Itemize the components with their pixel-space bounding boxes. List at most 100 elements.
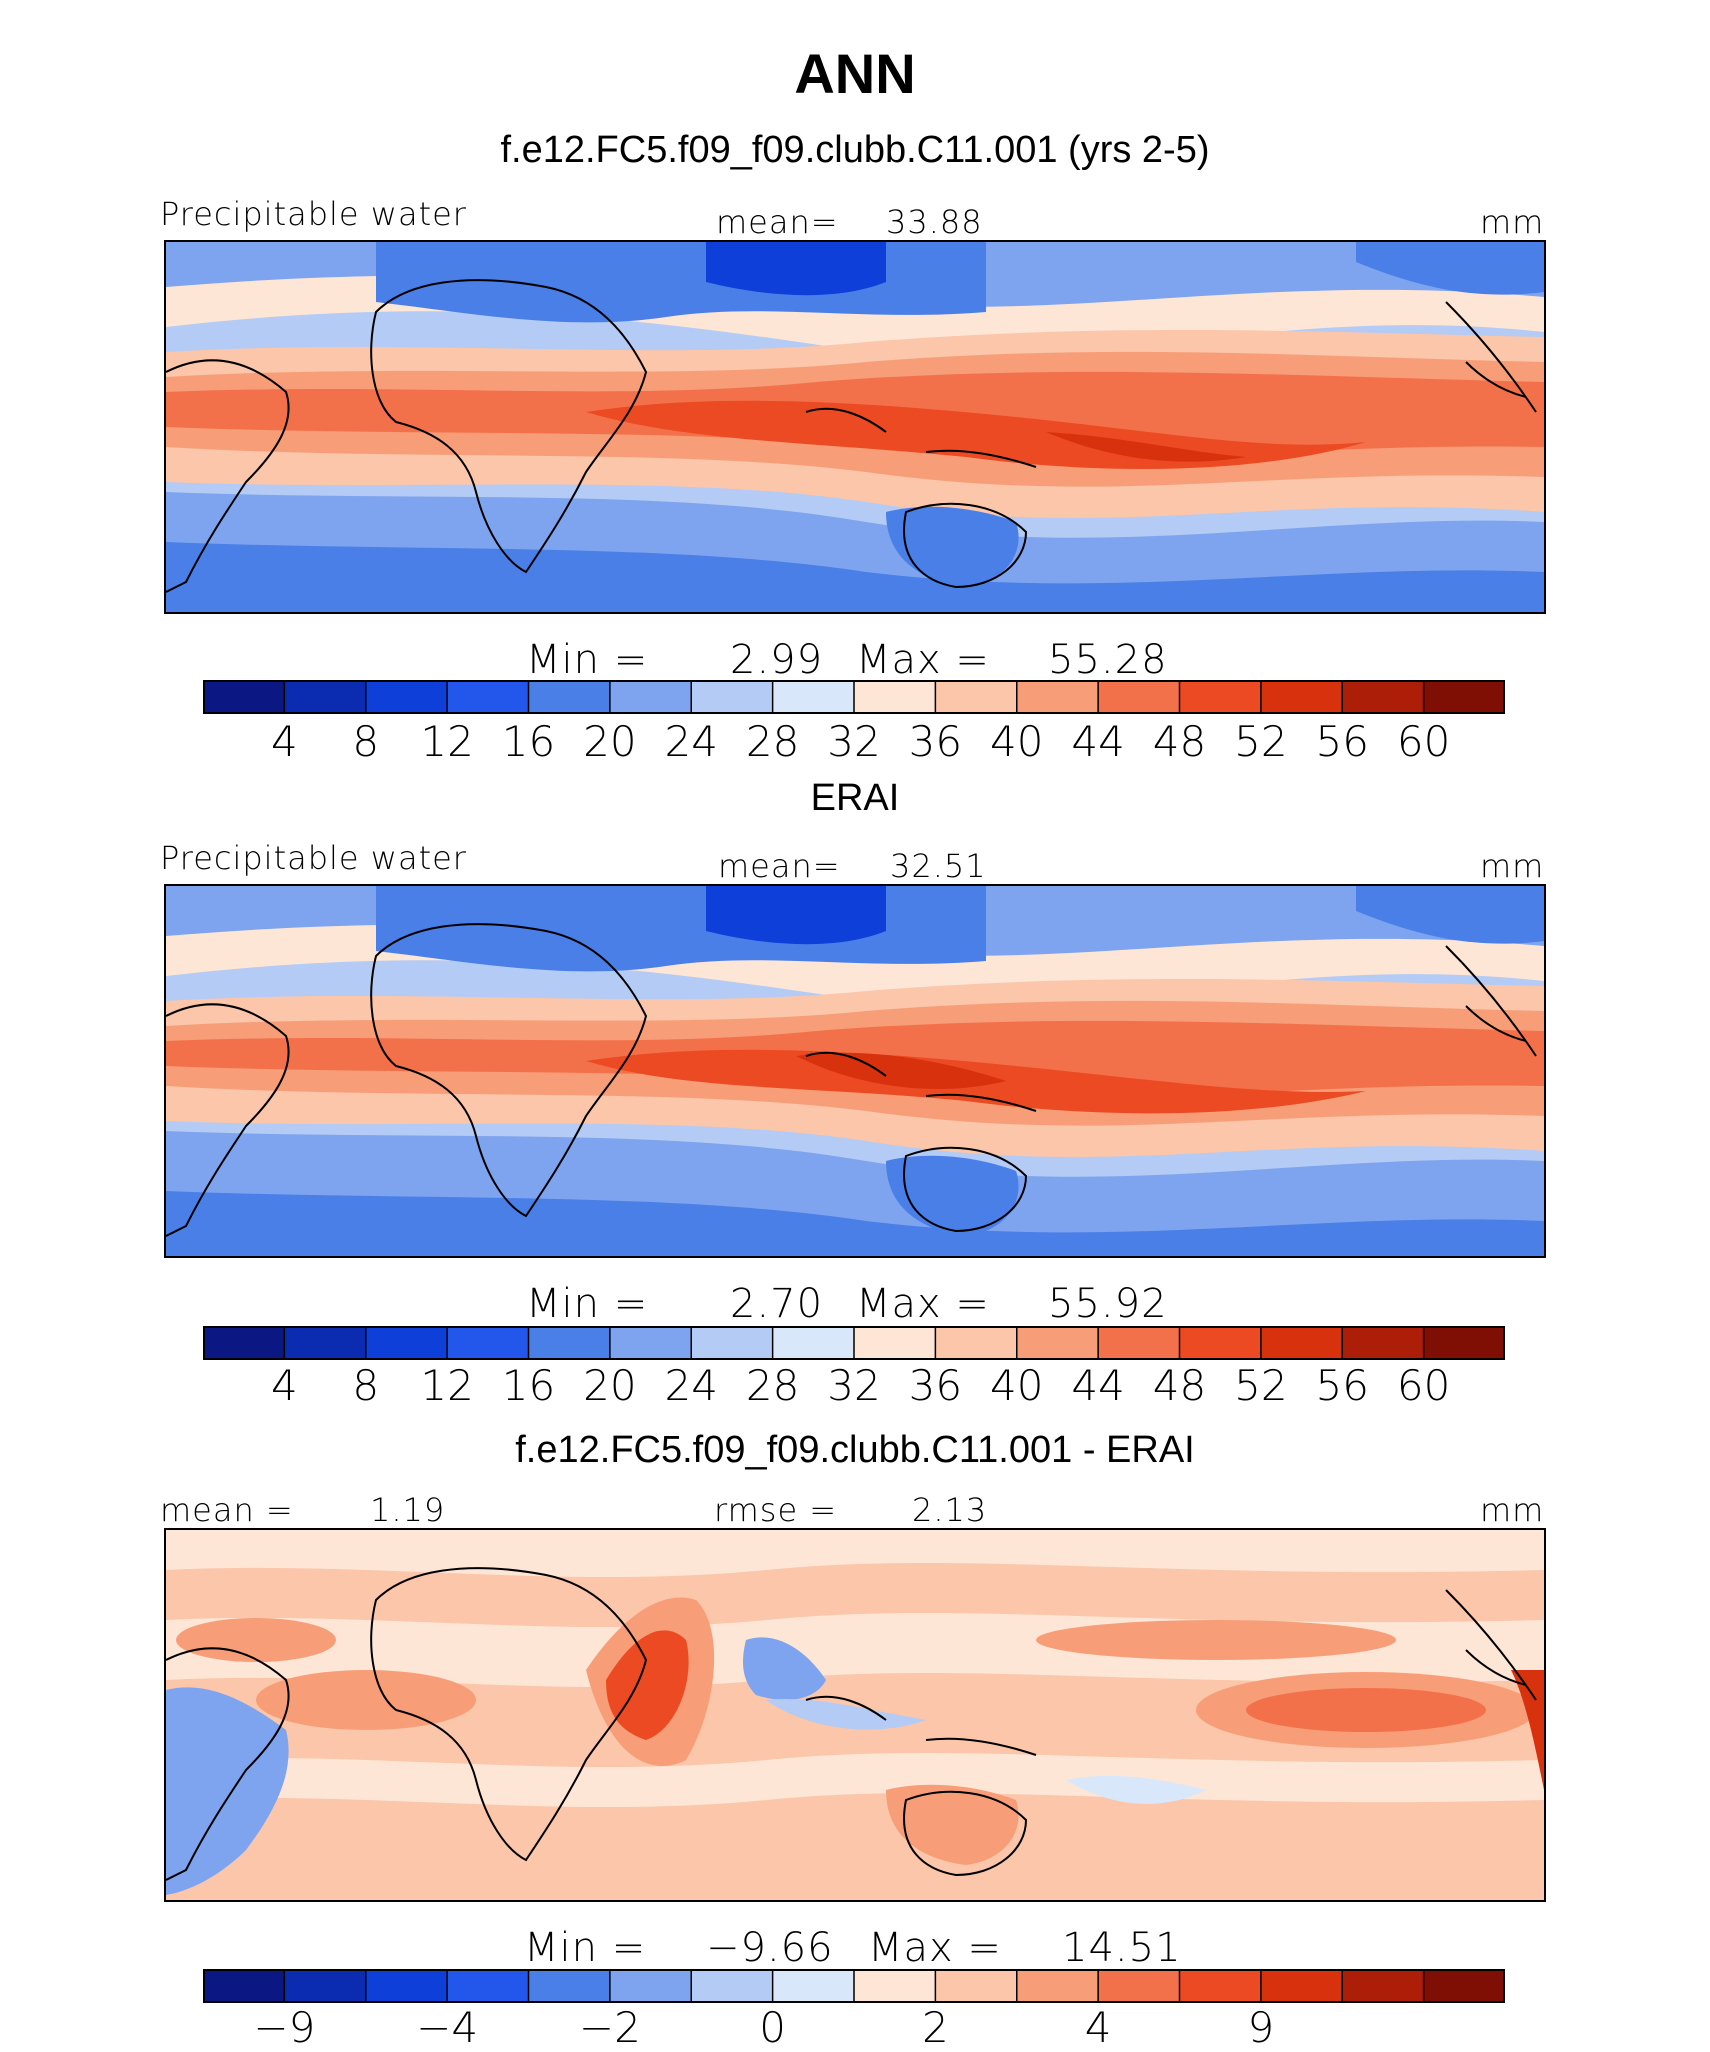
colorbar-swatch bbox=[609, 680, 693, 714]
colorbar-swatch bbox=[853, 1969, 937, 2003]
colorbar-swatch bbox=[446, 1969, 530, 2003]
colorbar-swatch bbox=[690, 680, 774, 714]
colorbar-tick-label: 9 bbox=[1247, 2003, 1275, 2052]
panel3-max-label: Max = bbox=[868, 1925, 1002, 1971]
colorbar-tick-label: 28 bbox=[745, 717, 800, 766]
colorbar-swatch bbox=[446, 680, 530, 714]
colorbar-swatch bbox=[934, 1326, 1019, 1360]
panel1-map bbox=[164, 240, 1546, 614]
panel2-title: ERAI bbox=[810, 777, 900, 819]
colorbar-border bbox=[203, 680, 1505, 714]
panel1-units: mm bbox=[1480, 203, 1545, 241]
panel3-map-svg bbox=[166, 1530, 1544, 1900]
panel1-colorbar bbox=[203, 680, 1505, 714]
colorbar-tick-label: 52 bbox=[1234, 717, 1288, 766]
panel1-max-label: Max = bbox=[856, 637, 990, 683]
panel2-min-label: Min = bbox=[526, 1281, 649, 1327]
colorbar-swatch bbox=[1341, 680, 1425, 714]
colorbar-tick-label: 20 bbox=[583, 717, 637, 766]
colorbar-swatch bbox=[527, 1326, 612, 1360]
colorbar-tick-label: 16 bbox=[501, 717, 556, 766]
colorbar-swatch bbox=[365, 680, 449, 714]
colorbar-swatch bbox=[771, 1326, 856, 1360]
panel1-title: f.e12.FC5.f09_f09.clubb.C11.001 (yrs 2-5… bbox=[500, 129, 1210, 171]
colorbar-tick-label: 56 bbox=[1315, 1361, 1369, 1410]
colorbar-tick-label: 40 bbox=[990, 1361, 1044, 1410]
colorbar-tick-label: 4 bbox=[1084, 2003, 1112, 2052]
panel1-variable-label: Precipitable water bbox=[160, 195, 467, 233]
panel3-mean-value: 1.19 bbox=[370, 1491, 446, 1529]
colorbar-tick-label: −2 bbox=[578, 2003, 641, 2052]
panel2-mean-label: mean= bbox=[718, 847, 841, 885]
colorbar-tick-label: 36 bbox=[908, 717, 963, 766]
colorbar-swatch bbox=[1178, 680, 1263, 714]
colorbar-tick-label: 16 bbox=[501, 1361, 556, 1410]
colorbar-tick-label: 8 bbox=[352, 717, 380, 766]
panel3-colorbar-ticks: −9 −4 −2 0 2 4 9 bbox=[203, 2006, 1505, 2050]
colorbar-tick-label: 60 bbox=[1396, 717, 1451, 766]
colorbar-tick-label: 32 bbox=[827, 717, 881, 766]
colorbar-swatch bbox=[365, 1969, 449, 2003]
colorbar-swatch bbox=[1260, 680, 1344, 714]
panel3-max-value: 14.51 bbox=[1062, 1925, 1182, 1971]
colorbar-swatch bbox=[934, 1969, 1019, 2003]
colorbar-swatch bbox=[365, 1326, 449, 1360]
colorbar-swatch bbox=[609, 1969, 693, 2003]
colorbar-swatch bbox=[1178, 1969, 1263, 2003]
panel2-colorbar-ticks: 4 8 12 16 20 24 28 32 36 40 44 48 52 56 60 bbox=[203, 1364, 1505, 1408]
colorbar-swatch bbox=[934, 680, 1019, 714]
colorbar-tick-label: 48 bbox=[1152, 1361, 1207, 1410]
panel1-mean-label: mean= bbox=[716, 203, 839, 241]
panel2-units: mm bbox=[1480, 847, 1545, 885]
colorbar-tick-label: 44 bbox=[1071, 717, 1125, 766]
colorbar-tick-label: 2 bbox=[922, 2003, 949, 2052]
panel3-rmse-value: 2.13 bbox=[912, 1491, 988, 1529]
colorbar-swatch bbox=[527, 1969, 612, 2003]
panel2-max-value: 55.92 bbox=[1048, 1281, 1168, 1327]
colorbar-tick-label: 44 bbox=[1071, 1361, 1125, 1410]
panel3-map bbox=[164, 1528, 1546, 1902]
colorbar-swatch bbox=[1341, 1969, 1425, 2003]
colorbar-swatch bbox=[690, 1326, 774, 1360]
panel3-min-label: Min = bbox=[524, 1925, 647, 1971]
colorbar-tick-label: 36 bbox=[908, 1361, 963, 1410]
panel1-min-value: 2.99 bbox=[730, 637, 824, 683]
panel2-map bbox=[164, 884, 1546, 1258]
colorbar-swatch bbox=[283, 1969, 368, 2003]
panel1-max-value: 55.28 bbox=[1048, 637, 1168, 683]
colorbar-swatch bbox=[771, 1969, 856, 2003]
colorbar-swatch bbox=[203, 1326, 286, 1360]
colorbar-tick-label: 4 bbox=[271, 1361, 298, 1410]
colorbar-swatch bbox=[1341, 1326, 1425, 1360]
colorbar-swatch bbox=[203, 1969, 286, 2003]
colorbar-tick-label: 24 bbox=[664, 717, 718, 766]
colorbar-swatch bbox=[203, 680, 286, 714]
panel2-mean-value: 32.51 bbox=[890, 847, 987, 885]
colorbar-swatch bbox=[1422, 1326, 1505, 1360]
colorbar-tick-label: 48 bbox=[1152, 717, 1207, 766]
colorbar-swatch bbox=[1260, 1969, 1344, 2003]
colorbar-swatch bbox=[690, 1969, 774, 2003]
colorbar-tick-label: 28 bbox=[745, 1361, 800, 1410]
colorbar-swatch bbox=[1097, 1969, 1181, 2003]
colorbar-swatch bbox=[1097, 680, 1181, 714]
colorbar-swatch bbox=[283, 680, 368, 714]
colorbar-swatch bbox=[853, 680, 937, 714]
panel1-mean-value: 33.88 bbox=[886, 203, 983, 241]
colorbar-tick-label: 0 bbox=[759, 2003, 786, 2052]
colorbar-swatch bbox=[1422, 680, 1505, 714]
colorbar-tick-label: −4 bbox=[416, 2003, 479, 2052]
panel2-min-value: 2.70 bbox=[730, 1281, 824, 1327]
colorbar-swatch bbox=[527, 680, 612, 714]
panel1-map-svg bbox=[166, 242, 1544, 612]
panel3-min-value: −9.66 bbox=[706, 1925, 834, 1971]
panel1-min-label: Min = bbox=[526, 637, 649, 683]
colorbar-swatch bbox=[283, 1326, 368, 1360]
colorbar-tick-label: 20 bbox=[583, 1361, 637, 1410]
colorbar-tick-label: 56 bbox=[1315, 717, 1369, 766]
colorbar-border bbox=[203, 1969, 1505, 2003]
panel2-max-label: Max = bbox=[856, 1281, 990, 1327]
colorbar-swatch bbox=[1016, 1326, 1100, 1360]
colorbar-border bbox=[203, 1326, 1505, 1360]
colorbar-swatch bbox=[446, 1326, 530, 1360]
